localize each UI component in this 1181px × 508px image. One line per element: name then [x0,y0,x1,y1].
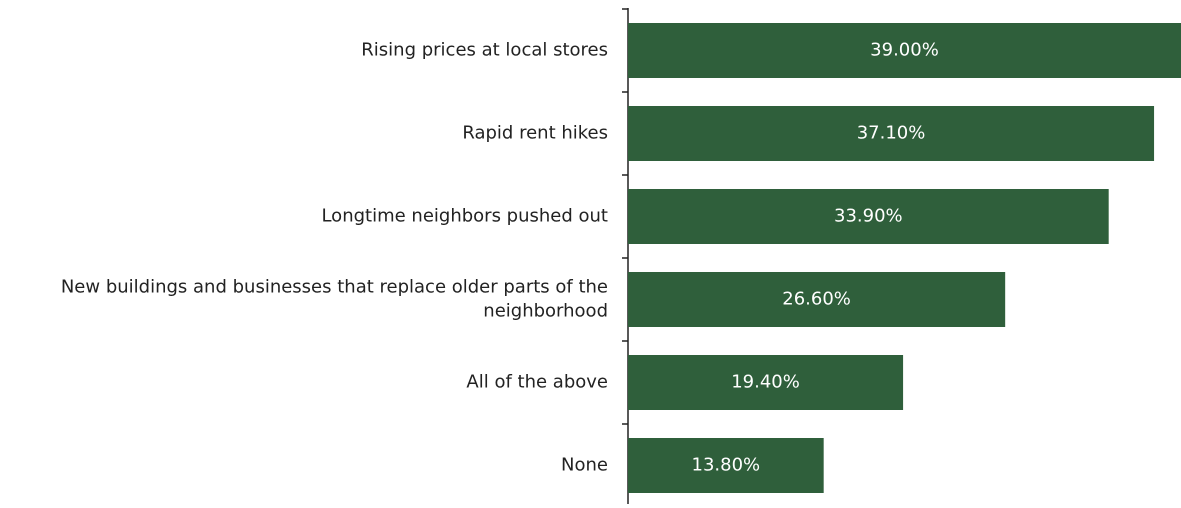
category-label: New buildings and businesses that replac… [61,277,608,322]
value-label: 26.60% [782,289,851,310]
category-label: All of the above [466,372,608,393]
bar [628,189,1109,244]
value-label: 33.90% [834,206,903,227]
value-label: 37.10% [857,123,926,144]
bar [628,438,824,493]
category-label: Rapid rent hikes [462,123,608,144]
value-label: 39.00% [870,40,939,61]
value-label: 13.80% [692,455,761,476]
category-label: None [561,455,608,476]
bar [628,272,1006,327]
bar [628,106,1155,161]
category-label: Rising prices at local stores [361,40,608,61]
value-label: 19.40% [731,372,800,393]
bar [628,355,904,410]
category-label: Longtime neighbors pushed out [321,206,608,227]
bar [628,23,1181,78]
